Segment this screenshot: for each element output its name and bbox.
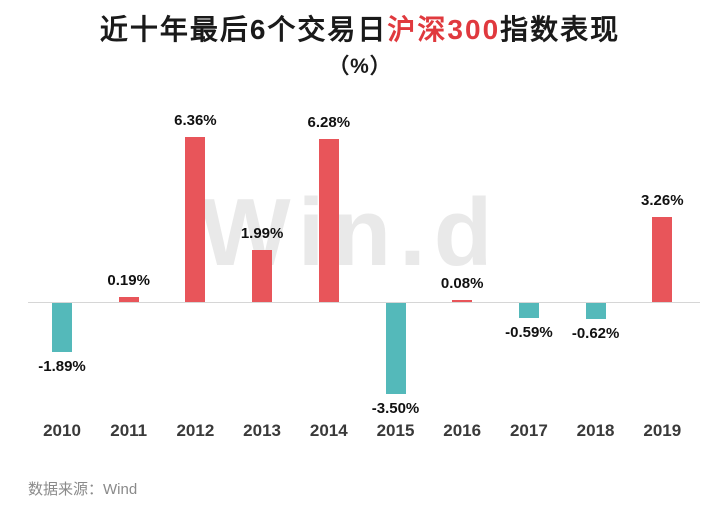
value-label-2016: 0.08% bbox=[440, 274, 484, 292]
bar-2018 bbox=[585, 303, 606, 320]
bar-2011 bbox=[118, 297, 139, 302]
bar-2019 bbox=[652, 217, 673, 302]
x-tick-2014: 2014 bbox=[309, 421, 348, 440]
chart-title-suffix: 指数表现 bbox=[500, 14, 621, 45]
value-label-2019: 3.26% bbox=[641, 192, 684, 210]
bar-2014 bbox=[318, 138, 339, 302]
value-label-2018: -0.62% bbox=[571, 325, 620, 343]
value-label-2014: 6.28% bbox=[307, 113, 351, 131]
x-tick-2012: 2012 bbox=[176, 421, 215, 440]
data-source-note: 数据来源：Wind bbox=[28, 481, 138, 498]
x-tick-2013: 2013 bbox=[243, 421, 281, 440]
bar-2015 bbox=[385, 303, 406, 394]
zero-axis-line bbox=[28, 302, 700, 303]
bar-2012 bbox=[185, 136, 206, 302]
x-tick-2015: 2015 bbox=[376, 421, 415, 440]
chart-title: 近十年最后6个交易日沪深300指数表现 bbox=[0, 12, 720, 47]
bar-2017 bbox=[518, 303, 539, 319]
value-label-2013: 1.99% bbox=[240, 225, 284, 243]
x-tick-2016: 2016 bbox=[443, 421, 482, 440]
title-block: 近十年最后6个交易日沪深300指数表现 （%） bbox=[0, 12, 720, 80]
x-tick-2017: 2017 bbox=[509, 421, 548, 440]
chart-title-highlight: 沪深300 bbox=[387, 14, 501, 45]
x-tick-2019: 2019 bbox=[643, 421, 682, 440]
wind-watermark: Win.d bbox=[200, 179, 501, 286]
chart-title-prefix: 近十年最后6个交易日 bbox=[99, 14, 388, 45]
value-label-2015: -3.50% bbox=[371, 400, 420, 417]
value-label-2011: 0.19% bbox=[107, 272, 150, 290]
value-label-2010: -1.89% bbox=[38, 358, 86, 376]
value-label-2012: 6.36% bbox=[174, 111, 217, 129]
bar-2016 bbox=[452, 299, 473, 302]
x-tick-2010: 2010 bbox=[43, 421, 81, 440]
bar-2013 bbox=[252, 250, 273, 302]
chart-subtitle: （%） bbox=[328, 55, 392, 78]
value-label-2017: -0.59% bbox=[505, 324, 553, 342]
x-tick-2018: 2018 bbox=[576, 421, 615, 440]
bar-2010 bbox=[52, 303, 72, 353]
x-tick-2011: 2011 bbox=[110, 421, 148, 440]
